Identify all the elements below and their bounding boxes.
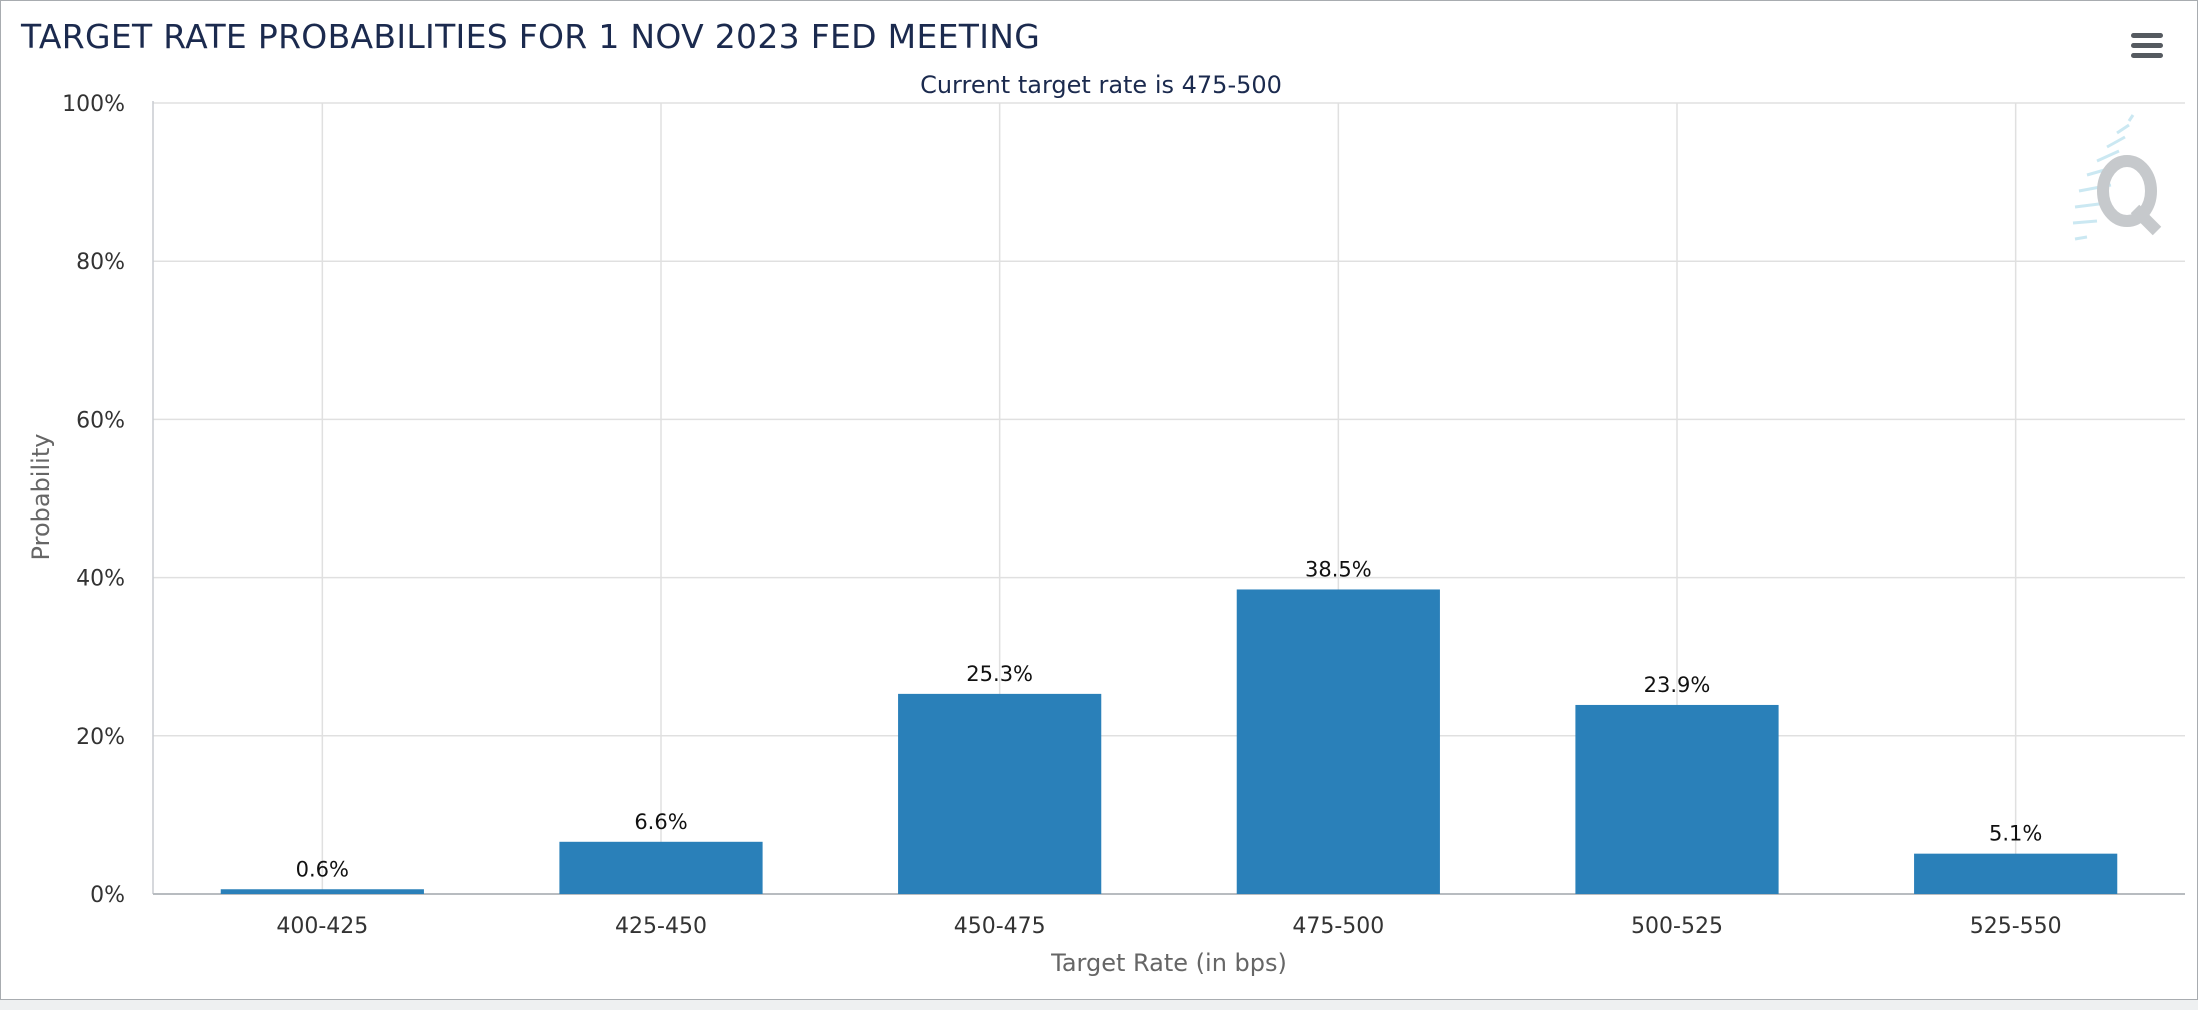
bar-500-525[interactable] (1575, 704, 1779, 894)
x-tick-label: 525-550 (1970, 914, 2062, 939)
y-axis-title: Probability (27, 434, 55, 561)
y-tick-label: 20% (76, 725, 125, 750)
bar-400-425[interactable] (220, 889, 424, 894)
bar-525-550[interactable] (1914, 853, 2118, 894)
bar-475-500[interactable] (1236, 589, 1440, 894)
hamburger-menu-icon[interactable] (2129, 31, 2165, 61)
bar-425-450[interactable] (559, 841, 763, 894)
y-tick-label: 80% (76, 250, 125, 275)
q-logo-icon (2072, 114, 2162, 241)
chart-subtitle: Current target rate is 475-500 (920, 71, 1282, 99)
data-label: 5.1% (1989, 822, 2042, 846)
y-tick-label: 0% (90, 883, 125, 908)
x-tick-label: 475-500 (1292, 914, 1384, 939)
x-tick-label: 400-425 (276, 914, 368, 939)
x-tick-label: 500-525 (1631, 914, 1723, 939)
y-tick-label: 60% (76, 408, 125, 433)
data-label: 25.3% (966, 662, 1033, 686)
bar-450-475[interactable] (898, 693, 1102, 894)
data-label: 0.6% (296, 857, 349, 881)
x-axis-title: Target Rate (in bps) (1050, 949, 1287, 977)
x-tick-label: 425-450 (615, 914, 707, 939)
y-tick-label: 40% (76, 567, 125, 592)
x-tick-label: 450-475 (954, 914, 1046, 939)
chart-title: TARGET RATE PROBABILITIES FOR 1 NOV 2023… (21, 17, 1041, 56)
data-label: 23.9% (1644, 673, 1711, 697)
data-label: 38.5% (1305, 557, 1372, 581)
y-tick-label: 100% (62, 92, 125, 117)
data-label: 6.6% (634, 810, 687, 834)
